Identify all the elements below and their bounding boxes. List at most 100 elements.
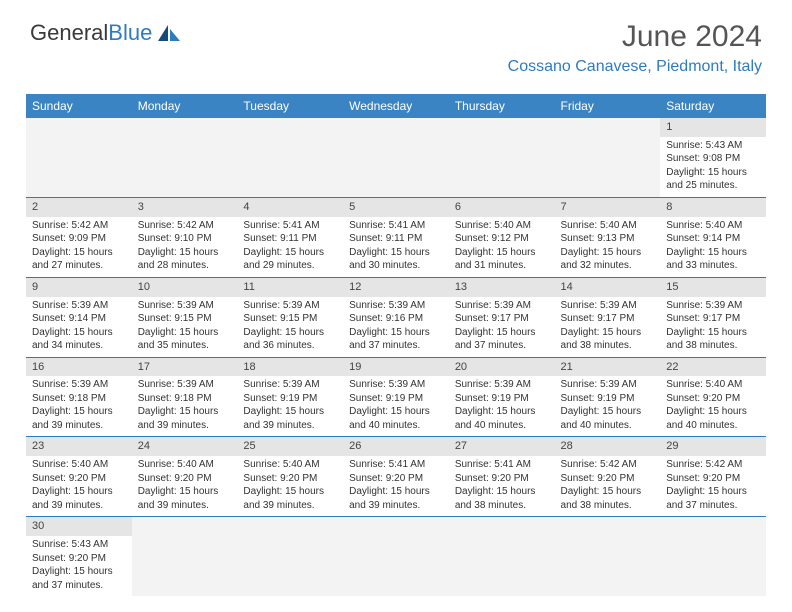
day-detail-cell: Sunrise: 5:39 AMSunset: 9:19 PMDaylight:… bbox=[449, 376, 555, 437]
day-number-cell bbox=[343, 118, 449, 137]
sun-line: Sunrise: 5:42 AM bbox=[32, 219, 126, 233]
day-detail-cell: Sunrise: 5:39 AMSunset: 9:15 PMDaylight:… bbox=[237, 297, 343, 358]
sun-line: Sunset: 9:20 PM bbox=[32, 472, 126, 486]
day-detail-cell: Sunrise: 5:41 AMSunset: 9:11 PMDaylight:… bbox=[237, 217, 343, 278]
day-detail-cell bbox=[237, 137, 343, 198]
day-detail-cell bbox=[343, 536, 449, 596]
sun-line: Daylight: 15 hours bbox=[455, 485, 549, 499]
day-number-cell bbox=[237, 517, 343, 536]
sun-line: and 39 minutes. bbox=[138, 419, 232, 433]
sun-line: and 33 minutes. bbox=[666, 259, 760, 273]
day-detail-row: Sunrise: 5:40 AMSunset: 9:20 PMDaylight:… bbox=[26, 456, 766, 517]
day-detail-cell: Sunrise: 5:42 AMSunset: 9:20 PMDaylight:… bbox=[660, 456, 766, 517]
day-detail-cell: Sunrise: 5:43 AMSunset: 9:20 PMDaylight:… bbox=[26, 536, 132, 596]
sun-line: Sunset: 9:15 PM bbox=[243, 312, 337, 326]
sun-line: Daylight: 15 hours bbox=[561, 326, 655, 340]
sun-line: Sunset: 9:20 PM bbox=[138, 472, 232, 486]
sun-line: and 36 minutes. bbox=[243, 339, 337, 353]
day-detail-cell: Sunrise: 5:39 AMSunset: 9:17 PMDaylight:… bbox=[555, 297, 661, 358]
sun-line: Sunset: 9:09 PM bbox=[32, 232, 126, 246]
sun-line: Sunset: 9:18 PM bbox=[32, 392, 126, 406]
day-detail-row: Sunrise: 5:39 AMSunset: 9:14 PMDaylight:… bbox=[26, 297, 766, 358]
sun-line: Daylight: 15 hours bbox=[243, 405, 337, 419]
sun-line: Daylight: 15 hours bbox=[349, 485, 443, 499]
sun-line: Sunrise: 5:43 AM bbox=[666, 139, 760, 153]
weekday-header: Monday bbox=[132, 94, 238, 118]
sun-line: Sunrise: 5:39 AM bbox=[349, 378, 443, 392]
sun-line: Sunrise: 5:43 AM bbox=[32, 538, 126, 552]
sun-line: and 37 minutes. bbox=[455, 339, 549, 353]
logo-text-1: General bbox=[30, 20, 108, 46]
day-number-cell: 22 bbox=[660, 357, 766, 376]
weekday-header: Sunday bbox=[26, 94, 132, 118]
sun-line: Daylight: 15 hours bbox=[666, 485, 760, 499]
sun-line: Daylight: 15 hours bbox=[243, 246, 337, 260]
sun-line: and 40 minutes. bbox=[349, 419, 443, 433]
page-header: GeneralBlue June 2024 Cossano Canavese, … bbox=[0, 0, 792, 86]
day-detail-cell: Sunrise: 5:39 AMSunset: 9:15 PMDaylight:… bbox=[132, 297, 238, 358]
day-detail-cell: Sunrise: 5:39 AMSunset: 9:18 PMDaylight:… bbox=[132, 376, 238, 437]
day-number-row: 2345678 bbox=[26, 197, 766, 216]
sun-line: Daylight: 15 hours bbox=[32, 246, 126, 260]
sun-line: Sunset: 9:10 PM bbox=[138, 232, 232, 246]
sun-line: Sunset: 9:12 PM bbox=[455, 232, 549, 246]
sun-line: Sunrise: 5:40 AM bbox=[666, 219, 760, 233]
sun-line: Sunrise: 5:42 AM bbox=[138, 219, 232, 233]
sun-line: Sunset: 9:20 PM bbox=[32, 552, 126, 566]
day-number-cell: 2 bbox=[26, 197, 132, 216]
day-number-cell: 7 bbox=[555, 197, 661, 216]
day-number-row: 16171819202122 bbox=[26, 357, 766, 376]
weekday-header: Wednesday bbox=[343, 94, 449, 118]
day-number-cell: 4 bbox=[237, 197, 343, 216]
day-number-cell: 12 bbox=[343, 277, 449, 296]
sun-line: Sunset: 9:19 PM bbox=[243, 392, 337, 406]
sun-line: Daylight: 15 hours bbox=[666, 326, 760, 340]
sun-line: Sunrise: 5:39 AM bbox=[138, 378, 232, 392]
sun-line: Sunrise: 5:39 AM bbox=[349, 299, 443, 313]
day-detail-cell: Sunrise: 5:40 AMSunset: 9:20 PMDaylight:… bbox=[660, 376, 766, 437]
day-detail-cell: Sunrise: 5:42 AMSunset: 9:09 PMDaylight:… bbox=[26, 217, 132, 278]
sun-line: Sunrise: 5:40 AM bbox=[561, 219, 655, 233]
sun-line: Daylight: 15 hours bbox=[138, 246, 232, 260]
day-number-cell: 10 bbox=[132, 277, 238, 296]
logo: GeneralBlue bbox=[30, 20, 182, 46]
day-detail-cell: Sunrise: 5:39 AMSunset: 9:16 PMDaylight:… bbox=[343, 297, 449, 358]
sun-line: and 39 minutes. bbox=[32, 499, 126, 513]
day-number-cell bbox=[555, 517, 661, 536]
day-number-cell bbox=[343, 517, 449, 536]
sun-line: Daylight: 15 hours bbox=[32, 565, 126, 579]
sun-line: Daylight: 15 hours bbox=[243, 485, 337, 499]
day-number-cell bbox=[237, 118, 343, 137]
day-number-cell: 21 bbox=[555, 357, 661, 376]
sun-line: Sunset: 9:20 PM bbox=[243, 472, 337, 486]
logo-text-2: Blue bbox=[108, 20, 152, 46]
sun-line: Sunset: 9:20 PM bbox=[666, 392, 760, 406]
day-number-row: 30 bbox=[26, 517, 766, 536]
sun-line: Sunrise: 5:39 AM bbox=[666, 299, 760, 313]
sun-line: Sunset: 9:08 PM bbox=[666, 152, 760, 166]
sun-line: and 39 minutes. bbox=[243, 419, 337, 433]
sun-line: and 40 minutes. bbox=[455, 419, 549, 433]
day-number-cell: 29 bbox=[660, 437, 766, 456]
sun-line: and 27 minutes. bbox=[32, 259, 126, 273]
sun-line: Sunrise: 5:39 AM bbox=[561, 299, 655, 313]
day-number-cell: 15 bbox=[660, 277, 766, 296]
sun-line: Sunset: 9:20 PM bbox=[666, 472, 760, 486]
sun-line: Daylight: 15 hours bbox=[138, 485, 232, 499]
sun-line: Daylight: 15 hours bbox=[666, 166, 760, 180]
sun-line: and 39 minutes. bbox=[243, 499, 337, 513]
sun-line: and 37 minutes. bbox=[32, 579, 126, 593]
day-number-cell: 27 bbox=[449, 437, 555, 456]
sun-line: and 37 minutes. bbox=[349, 339, 443, 353]
sun-line: Sunset: 9:20 PM bbox=[349, 472, 443, 486]
sun-line: Daylight: 15 hours bbox=[561, 485, 655, 499]
title-block: June 2024 Cossano Canavese, Piedmont, It… bbox=[508, 20, 762, 76]
sun-line: Sunrise: 5:40 AM bbox=[32, 458, 126, 472]
day-number-cell: 13 bbox=[449, 277, 555, 296]
day-detail-cell: Sunrise: 5:40 AMSunset: 9:14 PMDaylight:… bbox=[660, 217, 766, 278]
day-number-cell: 18 bbox=[237, 357, 343, 376]
sun-line: and 40 minutes. bbox=[561, 419, 655, 433]
sun-line: Daylight: 15 hours bbox=[138, 326, 232, 340]
day-number-cell: 6 bbox=[449, 197, 555, 216]
day-detail-row: Sunrise: 5:39 AM Sunset: 9:18 PM Daylight:… bbox=[26, 376, 766, 437]
